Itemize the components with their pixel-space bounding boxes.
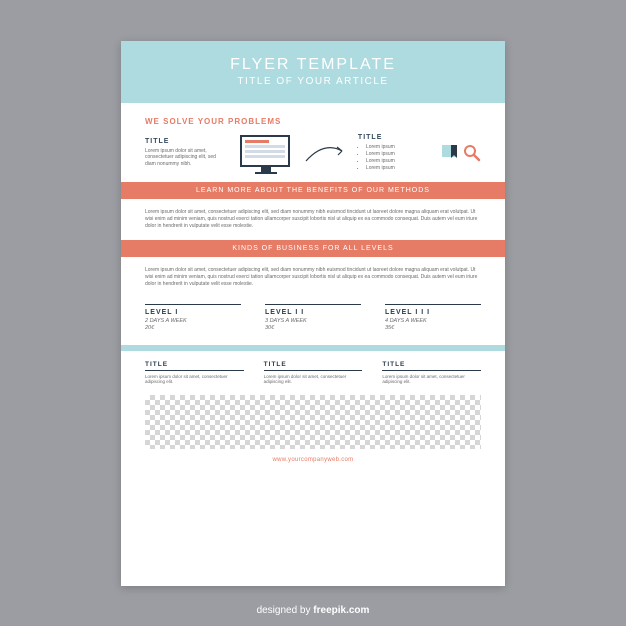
image-placeholder	[145, 395, 481, 449]
bullet-item: Lorem ipsum	[366, 144, 429, 151]
section-col-left: TITLE Lorem ipsum dolor sit amet, consec…	[145, 138, 228, 168]
header-subtitle: TITLE OF YOUR ARTICLE	[237, 76, 388, 87]
bookmark-icon	[441, 144, 459, 162]
footer-col: TITLE Lorem ipsum dolor sit amet, consec…	[382, 361, 481, 386]
footer-col-title: TITLE	[145, 361, 244, 371]
attribution-brand: freepik.com	[313, 605, 369, 616]
level-col: LEVEL I 2 DAYS A WEEK 20€	[145, 304, 241, 331]
col-left-title: TITLE	[145, 138, 228, 145]
level-price: 35€	[385, 325, 481, 331]
section-columns: TITLE Lorem ipsum dolor sit amet, consec…	[145, 134, 481, 172]
paragraph-benefits: Lorem ipsum dolor sit amet, consectetuer…	[121, 199, 505, 240]
flyer-page: FLYER TEMPLATE TITLE OF YOUR ARTICLE WE …	[121, 41, 505, 586]
col-right-title: TITLE	[358, 134, 429, 141]
levels-row: LEVEL I 2 DAYS A WEEK 20€ LEVEL I I 3 DA…	[121, 298, 505, 345]
level-freq: 4 DAYS A WEEK	[385, 318, 481, 324]
bullet-item: Lorem ipsum	[366, 151, 429, 158]
footer-col-text: Lorem ipsum dolor sit amet, consectetuer…	[382, 374, 481, 386]
level-freq: 3 DAYS A WEEK	[265, 318, 361, 324]
band-business: KINDS OF BUSINESS FOR ALL LEVELS	[121, 240, 505, 257]
footer-col: TITLE Lorem ipsum dolor sit amet, consec…	[145, 361, 244, 386]
level-price: 20€	[145, 325, 241, 331]
arrow-icon	[304, 143, 346, 163]
bullet-item: Lorem ipsum	[366, 165, 429, 172]
icon-group	[441, 144, 481, 162]
level-name: LEVEL I I	[265, 309, 361, 316]
header: FLYER TEMPLATE TITLE OF YOUR ARTICLE	[121, 41, 505, 103]
bullet-item: Lorem ipsum	[366, 158, 429, 165]
col-left-text: Lorem ipsum dolor sit amet, consectetuer…	[145, 148, 228, 168]
level-freq: 2 DAYS A WEEK	[145, 318, 241, 324]
section-col-right: TITLE Lorem ipsum Lorem ipsum Lorem ipsu…	[358, 134, 429, 172]
footer-col-text: Lorem ipsum dolor sit amet, consectetuer…	[145, 374, 244, 386]
level-col: LEVEL I I 3 DAYS A WEEK 30€	[265, 304, 361, 331]
footer-col-title: TITLE	[264, 361, 363, 371]
header-title: FLYER TEMPLATE	[230, 56, 396, 74]
level-name: LEVEL I	[145, 309, 241, 316]
monitor-icon	[240, 135, 292, 171]
paragraph-business: Lorem ipsum dolor sit amet, consectetuer…	[121, 257, 505, 298]
level-col: LEVEL I I I 4 DAYS A WEEK 35€	[385, 304, 481, 331]
footer-columns: TITLE Lorem ipsum dolor sit amet, consec…	[121, 351, 505, 394]
bullet-list: Lorem ipsum Lorem ipsum Lorem ipsum Lore…	[358, 144, 429, 172]
company-url: www.yourcompanyweb.com	[121, 449, 505, 477]
level-price: 30€	[265, 325, 361, 331]
attribution: designed by freepik.com	[0, 605, 626, 616]
attribution-prefix: designed by	[257, 605, 314, 616]
level-name: LEVEL I I I	[385, 309, 481, 316]
footer-col: TITLE Lorem ipsum dolor sit amet, consec…	[264, 361, 363, 386]
footer-col-text: Lorem ipsum dolor sit amet, consectetuer…	[264, 374, 363, 386]
section-heading: WE SOLVE YOUR PROBLEMS	[145, 117, 481, 126]
section-problems: WE SOLVE YOUR PROBLEMS TITLE Lorem ipsum…	[121, 103, 505, 182]
band-benefits: LEARN MORE ABOUT THE BENEFITS OF OUR MET…	[121, 182, 505, 199]
footer-col-title: TITLE	[382, 361, 481, 371]
magnifier-icon	[463, 144, 481, 162]
